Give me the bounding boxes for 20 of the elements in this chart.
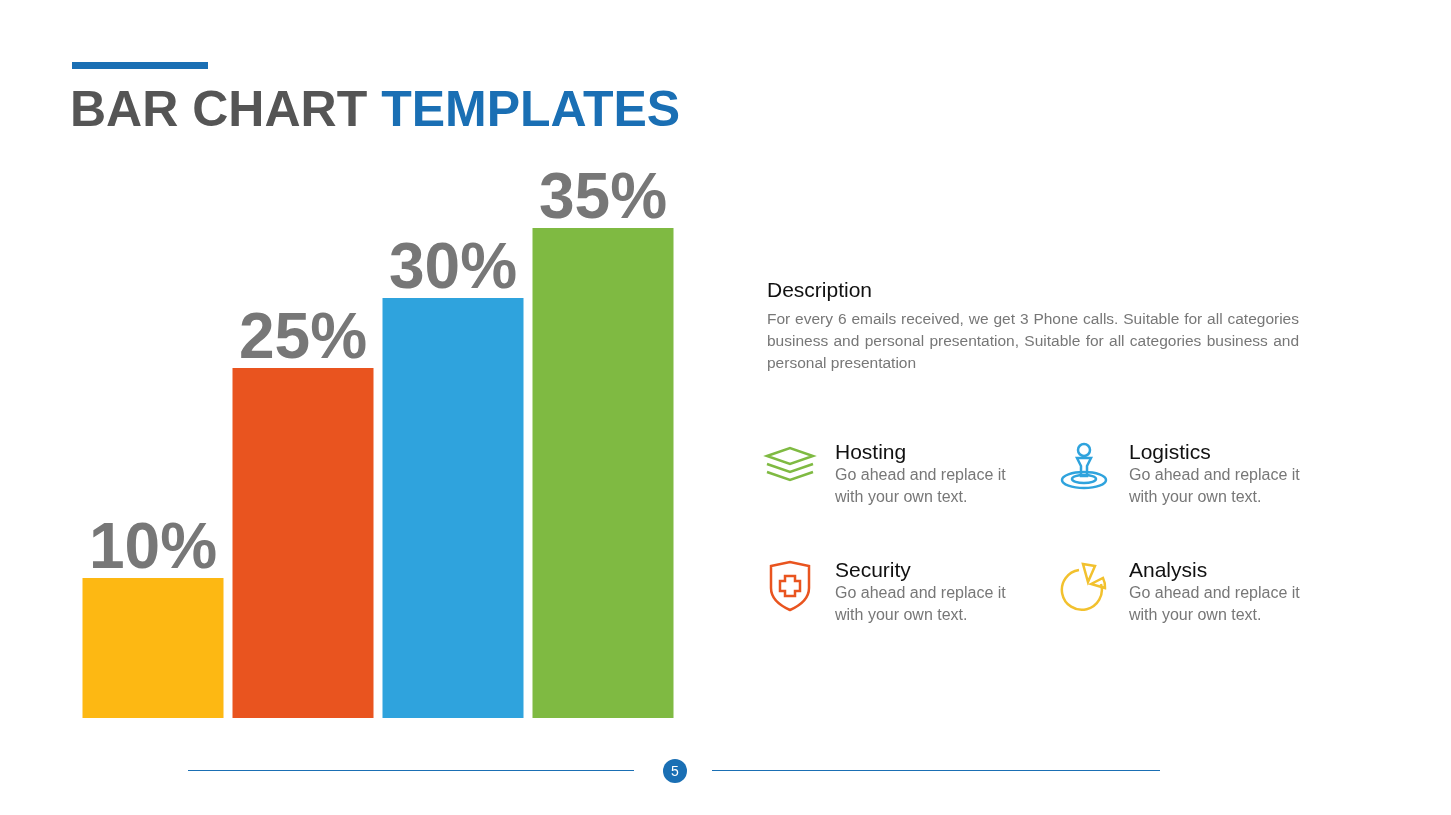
data-label: 25% (238, 300, 368, 372)
text: Go ahead and replace it with your own text. (835, 583, 1007, 625)
text: Go ahead and replace it with your own text. (835, 465, 1007, 507)
text: Security (835, 558, 912, 582)
bar (532, 228, 674, 718)
text: Go ahead and replace it with your own text. (1129, 583, 1301, 625)
text: For every 6 emails received, we get 3 Phone calls. Suitable for all categories business and personal presentation, Suitable for all categories business and personal presentation (767, 309, 1299, 373)
text: Hosting (835, 440, 908, 464)
bar (382, 298, 524, 718)
chart-title: BAR CHART TEMPLATES (70, 81, 681, 137)
text: Go ahead and replace it with your own text. (1129, 465, 1301, 507)
data-label: 35% (538, 160, 668, 232)
data-label: 30% (388, 230, 518, 302)
text: Description (767, 278, 874, 302)
text: Analysis (1129, 558, 1209, 582)
bar (232, 368, 374, 718)
text: Logistics (1129, 440, 1212, 464)
text: 5 (663, 759, 687, 783)
data-label: 10% (88, 510, 218, 582)
bar (82, 578, 224, 718)
